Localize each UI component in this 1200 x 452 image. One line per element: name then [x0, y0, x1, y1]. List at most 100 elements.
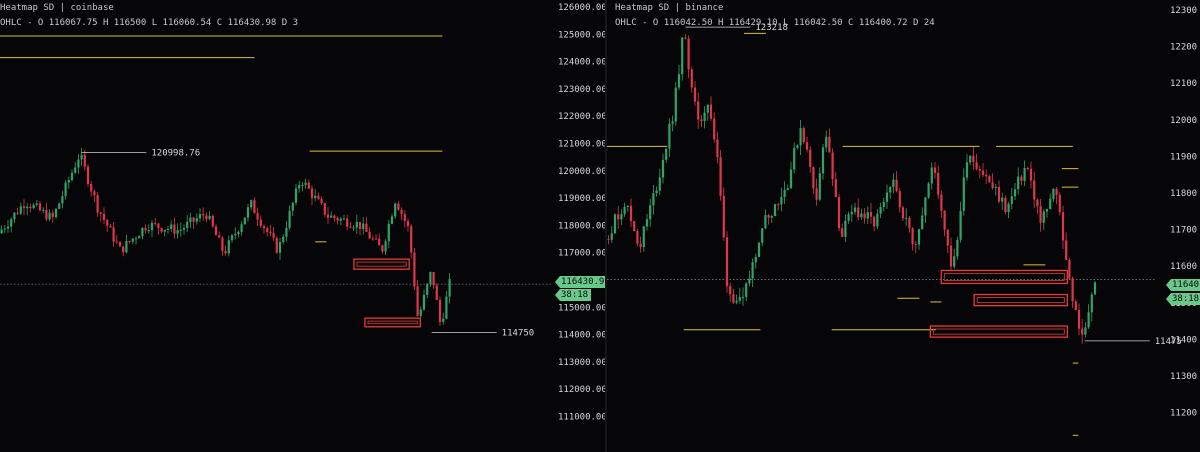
axis-tick-label: 121000.00	[558, 140, 605, 150]
candle-body	[1049, 198, 1052, 210]
candle-body	[793, 147, 796, 170]
candle-body	[636, 231, 639, 244]
candle-body	[339, 218, 342, 221]
candle-body	[882, 201, 885, 207]
candle-body	[850, 211, 853, 215]
price-chart-binance[interactable]: 12300 12200 12100 12000 11900 11800 11700 11600…	[607, 0, 1200, 452]
candle-body	[35, 203, 38, 205]
candle-body	[134, 238, 138, 240]
candle-body	[821, 147, 825, 174]
candle-body	[732, 294, 735, 303]
axis-tick-label: 122000.00	[558, 112, 605, 122]
candle-body	[1058, 194, 1061, 213]
candle-body	[115, 241, 118, 243]
candle-body	[445, 296, 448, 319]
axis-tick-label: 11400	[1170, 335, 1197, 345]
candle-body	[122, 246, 125, 253]
candle-body	[147, 230, 150, 232]
candle-body	[131, 238, 134, 242]
candle-body	[205, 215, 208, 219]
candle-body	[1013, 189, 1017, 197]
candle-body	[317, 195, 320, 199]
candle-body	[381, 245, 384, 252]
candle-body	[224, 250, 227, 254]
candle-body	[211, 215, 214, 227]
price-chart-coinbase[interactable]: 126000.00 125000.00 124000.00 123000.00 1220…	[0, 0, 605, 452]
candle-body	[633, 221, 636, 232]
candle-body	[780, 197, 783, 205]
candle-body	[99, 212, 102, 214]
candle-body	[969, 155, 972, 163]
candle-body	[192, 217, 195, 222]
candle-body	[815, 188, 818, 200]
candle-body	[128, 240, 131, 242]
candle-body	[221, 237, 224, 251]
candle-body	[873, 216, 876, 227]
chart-panel-binance[interactable]: 12300 12200 12100 12000 11900 11800 11700 11600…	[607, 0, 1200, 452]
axis-tick-label: 126000.00	[558, 3, 605, 13]
candle-body	[956, 239, 959, 257]
candle-body	[384, 241, 387, 252]
candle-body	[237, 231, 240, 235]
candle-body	[834, 179, 837, 198]
candle-body	[1033, 180, 1036, 200]
candle-body	[3, 228, 6, 230]
candle-body	[266, 228, 269, 232]
candle-body	[74, 167, 77, 173]
candle-body	[118, 242, 122, 247]
candle-body	[745, 283, 748, 297]
candle-body	[422, 294, 426, 310]
candle-body	[962, 177, 965, 211]
candle-body	[610, 233, 613, 240]
chart-panel-coinbase[interactable]: 126000.00 125000.00 124000.00 123000.00 1220…	[0, 0, 605, 452]
candle-body	[828, 136, 831, 153]
candle-body	[914, 244, 917, 246]
candle-body	[626, 205, 629, 207]
axis-tick-label: 11600	[1170, 262, 1197, 272]
candle-body	[837, 197, 841, 229]
candle-body	[799, 128, 802, 146]
candle-body	[80, 154, 83, 160]
candle-body	[378, 238, 381, 246]
candle-body	[949, 245, 953, 267]
candle-body	[96, 195, 99, 213]
candle-body	[786, 188, 789, 191]
candle-body	[805, 142, 809, 150]
candle-body	[681, 37, 684, 75]
candle-body	[45, 209, 48, 220]
panel-divider[interactable]	[605, 0, 607, 452]
candle-body	[64, 182, 67, 197]
candle-body	[333, 215, 336, 219]
candle-body	[403, 213, 406, 221]
candle-body	[214, 226, 218, 236]
candle-body	[330, 215, 333, 218]
candle-body	[773, 204, 777, 216]
axis-tick-label: 113000.00	[558, 358, 605, 368]
order-block-inner	[932, 328, 1065, 335]
candle-body	[1007, 203, 1010, 213]
candle-body	[930, 167, 933, 184]
candle-body	[655, 190, 658, 194]
candle-body	[1068, 259, 1071, 279]
candle-body	[320, 198, 323, 204]
candle-body	[189, 217, 192, 222]
candle-body	[138, 236, 141, 239]
candle-body	[61, 196, 64, 204]
candle-body	[898, 191, 901, 208]
candle-body	[885, 192, 889, 202]
candle-body	[144, 227, 147, 231]
candle-body	[658, 177, 661, 191]
candle-body	[438, 299, 442, 322]
candle-body	[218, 235, 221, 238]
candle-body	[761, 228, 764, 243]
candle-body	[243, 217, 246, 225]
candle-body	[783, 190, 786, 198]
candle-body	[725, 237, 729, 287]
candle-body	[413, 252, 416, 287]
candle-body	[802, 128, 805, 143]
candle-body	[397, 203, 400, 210]
candle-body	[291, 202, 294, 211]
candle-body	[853, 207, 857, 212]
candle-body	[741, 296, 745, 298]
candle-body	[722, 195, 725, 238]
